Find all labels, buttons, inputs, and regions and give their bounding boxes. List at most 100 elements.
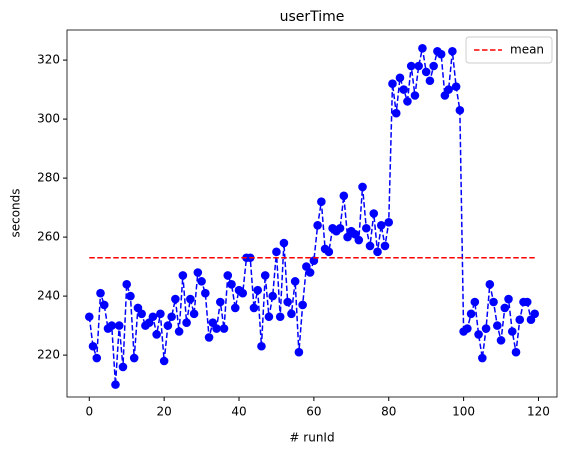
point — [99, 300, 109, 310]
point — [309, 256, 319, 266]
point — [376, 221, 386, 230]
point — [373, 247, 382, 257]
x-tick-label: 40 — [231, 405, 246, 419]
point — [167, 312, 176, 322]
y-axis-label: seconds — [9, 188, 23, 237]
point — [380, 241, 390, 251]
point — [395, 73, 405, 83]
point — [391, 108, 401, 118]
point — [361, 223, 371, 233]
point — [197, 277, 206, 286]
point — [114, 321, 124, 330]
point — [268, 291, 277, 301]
point — [156, 309, 165, 319]
x-tick-label: 100 — [452, 405, 475, 419]
point — [470, 297, 480, 307]
point — [298, 300, 307, 310]
point — [137, 309, 146, 319]
y-tick-label: 280 — [37, 171, 60, 185]
point — [215, 297, 225, 307]
x-tick-label: 0 — [85, 405, 93, 419]
point — [107, 321, 117, 330]
point — [159, 356, 169, 366]
point — [272, 247, 281, 257]
point — [287, 309, 296, 319]
point — [410, 91, 420, 100]
point — [365, 241, 375, 251]
point — [406, 61, 416, 71]
point — [317, 197, 326, 206]
point — [171, 294, 180, 304]
point — [384, 218, 394, 227]
y-tick-label: 220 — [37, 348, 60, 362]
point — [148, 312, 158, 322]
point — [418, 43, 427, 53]
point — [388, 79, 397, 88]
point — [88, 341, 98, 351]
point — [463, 324, 472, 333]
x-tick-label: 120 — [527, 405, 550, 419]
point — [436, 49, 446, 59]
point — [294, 347, 304, 357]
point — [122, 280, 132, 289]
point — [507, 327, 517, 336]
point — [324, 247, 334, 257]
point — [223, 271, 233, 280]
point — [163, 321, 173, 330]
point — [253, 285, 263, 295]
point — [455, 105, 465, 115]
point — [496, 336, 506, 345]
chart-title: userTime — [280, 9, 345, 25]
point — [186, 294, 195, 304]
point — [238, 288, 248, 298]
point — [118, 362, 128, 372]
point — [451, 82, 461, 91]
y-tick-label: 260 — [37, 230, 60, 244]
point — [369, 209, 379, 218]
point — [504, 294, 513, 304]
point — [249, 303, 259, 313]
x-tick-label: 20 — [156, 405, 171, 419]
point — [126, 291, 135, 301]
point — [492, 321, 502, 330]
point — [530, 309, 540, 319]
point — [260, 271, 270, 280]
point — [522, 297, 532, 307]
point — [481, 324, 491, 333]
series-line — [88, 48, 536, 385]
point — [425, 76, 435, 86]
point — [466, 309, 476, 319]
point — [515, 315, 525, 325]
point — [429, 61, 438, 71]
point — [489, 297, 498, 307]
point — [335, 223, 345, 233]
point — [305, 268, 315, 277]
point — [257, 341, 266, 351]
point — [474, 330, 483, 339]
point — [448, 46, 457, 56]
point — [92, 353, 102, 363]
point — [485, 280, 495, 289]
point — [230, 303, 240, 313]
y-tick-label: 300 — [37, 112, 60, 126]
point — [313, 221, 322, 230]
x-axis-label: # runId — [289, 431, 334, 445]
point — [290, 277, 300, 286]
point — [129, 353, 139, 363]
point — [511, 347, 521, 357]
x-tick-label: 60 — [306, 405, 321, 419]
point — [421, 67, 431, 77]
point — [500, 303, 510, 313]
point — [279, 238, 289, 248]
point — [339, 191, 349, 201]
point — [204, 333, 214, 342]
point — [275, 312, 285, 322]
point — [174, 327, 184, 336]
point — [96, 288, 105, 298]
point — [178, 271, 188, 280]
point — [478, 353, 487, 363]
point — [358, 182, 367, 192]
legend-label: mean — [510, 43, 544, 57]
